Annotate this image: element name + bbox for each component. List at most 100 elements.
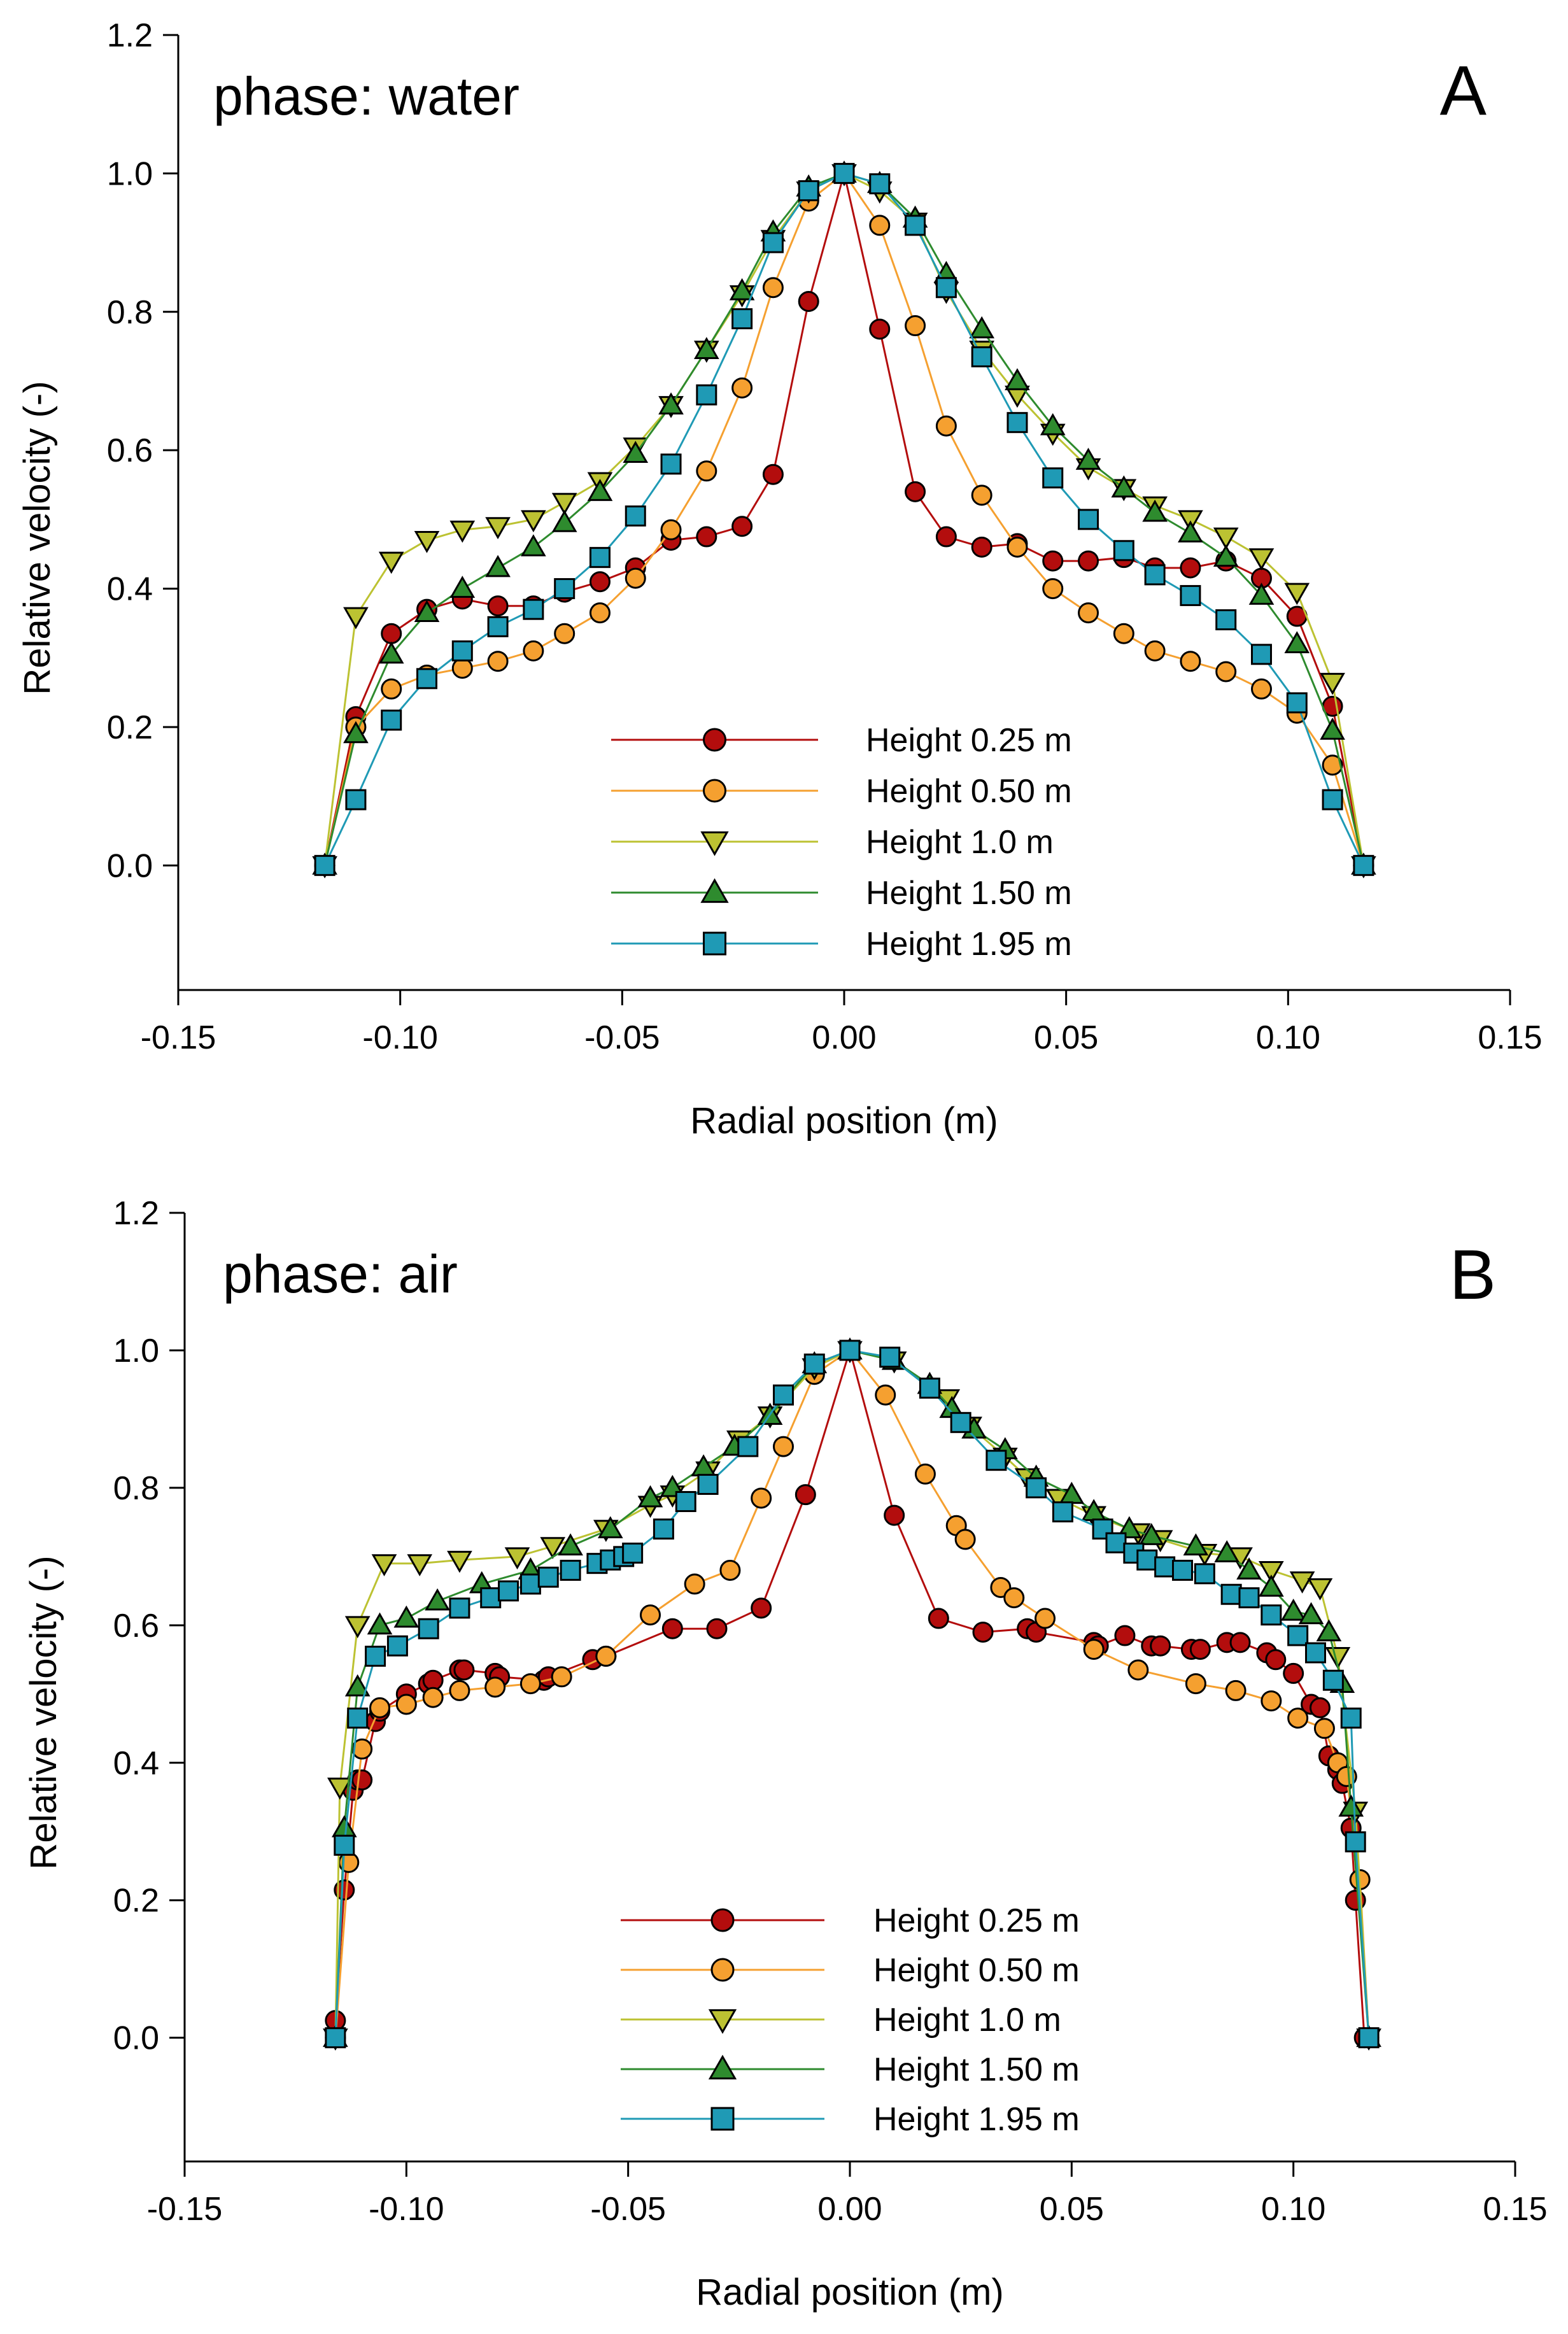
data-point-a-2 <box>521 510 546 533</box>
legend-marker-a-2 <box>700 831 729 856</box>
legend-marker-b-0 <box>710 1908 735 1932</box>
data-point-b-1 <box>1035 1608 1056 1629</box>
data-point-a-1 <box>971 484 992 506</box>
data-point-b-2 <box>540 1537 566 1559</box>
data-point-b-1 <box>395 1694 417 1715</box>
data-point-b-4 <box>839 1340 861 1361</box>
data-point-b-3 <box>1280 1598 1306 1621</box>
legend-label-a-4: Height 1.95 m <box>866 926 1072 963</box>
data-point-b-2 <box>504 1547 530 1570</box>
data-point-a-2 <box>378 551 404 574</box>
data-point-a-3 <box>551 510 577 532</box>
data-point-b-4 <box>1322 1669 1344 1691</box>
x-tick-label-a: -0.15 <box>141 1019 216 1056</box>
y-tick-label-b: 0.2 <box>113 1883 159 1920</box>
data-point-b-4 <box>498 1580 519 1602</box>
y-tick-label-a: 0.4 <box>107 571 153 608</box>
data-point-b-4 <box>1052 1501 1073 1523</box>
data-point-a-1 <box>1078 602 1099 624</box>
data-point-a-1 <box>762 277 784 299</box>
data-point-a-0 <box>696 526 717 548</box>
data-point-a-2 <box>1320 672 1345 695</box>
series-a-4 <box>314 162 1374 876</box>
data-point-a-4 <box>660 453 682 475</box>
x-tick-label-b: 0.05 <box>1040 2191 1104 2228</box>
legend-a: Height 0.25 m Height 0.50 m Height 1.0 m He… <box>611 722 1072 963</box>
data-point-a-0 <box>589 571 611 593</box>
data-point-b-3 <box>344 1674 371 1697</box>
data-point-a-1 <box>487 651 509 672</box>
data-point-a-3 <box>693 337 719 360</box>
data-point-b-0 <box>1114 1625 1136 1646</box>
data-point-b-1 <box>1003 1587 1025 1609</box>
data-point-a-1 <box>1180 651 1201 672</box>
data-point-b-3 <box>558 1533 583 1556</box>
series-b-1 <box>325 1340 1380 2049</box>
data-point-a-3 <box>1040 413 1066 435</box>
data-point-a-4 <box>935 277 957 299</box>
x-tick-label-b: -0.15 <box>147 2191 223 2228</box>
data-point-b-2 <box>1258 1561 1284 1583</box>
data-point-b-3 <box>1214 1540 1240 1562</box>
data-point-b-1 <box>914 1463 936 1485</box>
data-point-b-3 <box>1338 1794 1364 1817</box>
data-point-b-4 <box>1238 1587 1260 1609</box>
data-point-a-4 <box>833 162 855 184</box>
data-point-b-0 <box>1309 1697 1331 1718</box>
data-point-a-2 <box>343 607 369 630</box>
data-point-a-1 <box>1144 640 1166 661</box>
x-tick-label-a: 0.05 <box>1034 1019 1098 1056</box>
data-point-b-4 <box>1261 1604 1282 1626</box>
data-point-b-4 <box>1220 1583 1242 1605</box>
y-tick-label-a: 0.0 <box>107 847 153 884</box>
data-point-b-3 <box>1258 1574 1284 1597</box>
data-point-b-0 <box>1189 1639 1211 1660</box>
data-point-b-3 <box>1138 1523 1164 1545</box>
data-point-b-3 <box>367 1612 393 1635</box>
legend-marker-a-0 <box>703 728 726 752</box>
data-point-a-3 <box>1284 631 1310 653</box>
legend-marker-b-2 <box>708 2009 737 2034</box>
data-point-b-4 <box>560 1559 581 1581</box>
data-point-a-4 <box>625 505 646 527</box>
legend-label-a-1: Height 0.50 m <box>866 773 1072 810</box>
legend-marker-b-3 <box>708 2055 737 2080</box>
data-point-b-0 <box>661 1618 683 1639</box>
data-point-a-3 <box>1111 475 1137 498</box>
data-point-a-2 <box>1248 548 1275 570</box>
data-point-b-4 <box>1194 1563 1215 1585</box>
data-point-b-2 <box>447 1550 472 1573</box>
data-point-b-1 <box>369 1697 391 1718</box>
y-tick-label-b: 0.6 <box>113 1608 159 1644</box>
legend-b: Height 0.25 m Height 0.50 m Height 1.0 m He… <box>621 1902 1080 2138</box>
data-point-a-4 <box>589 547 611 569</box>
data-point-b-4 <box>334 1834 355 1856</box>
data-point-b-4 <box>1340 1708 1362 1729</box>
x-tick-label-a: -0.05 <box>584 1019 660 1056</box>
data-point-a-0 <box>1042 550 1064 572</box>
data-point-b-0 <box>751 1597 772 1619</box>
data-point-a-4 <box>345 789 367 810</box>
data-point-b-3 <box>425 1588 450 1611</box>
x-tick-label-a: -0.10 <box>362 1019 438 1056</box>
series-b-4 <box>325 1340 1380 2049</box>
data-point-a-4 <box>971 346 992 367</box>
y-tick-label-a: 0.2 <box>107 709 153 746</box>
legend-marker-a-3 <box>700 878 729 903</box>
data-point-a-1 <box>1250 678 1272 700</box>
data-point-a-4 <box>696 384 717 406</box>
data-point-b-1 <box>684 1573 705 1595</box>
data-point-b-4 <box>519 1573 541 1595</box>
data-point-b-4 <box>537 1566 559 1588</box>
legend-marker-b-1 <box>710 1958 735 1982</box>
x-tick-label-b: 0.00 <box>817 2191 882 2228</box>
legend-label-a-3: Height 1.50 m <box>866 875 1072 912</box>
data-point-b-4 <box>622 1542 644 1564</box>
data-point-b-4 <box>418 1618 439 1639</box>
data-point-a-3 <box>1005 368 1030 390</box>
legend-label-b-0: Height 0.25 m <box>873 1902 1080 1939</box>
data-point-a-4 <box>1250 644 1272 665</box>
y-tick-label-a: 1.2 <box>107 17 153 54</box>
data-point-a-1 <box>1215 661 1237 683</box>
